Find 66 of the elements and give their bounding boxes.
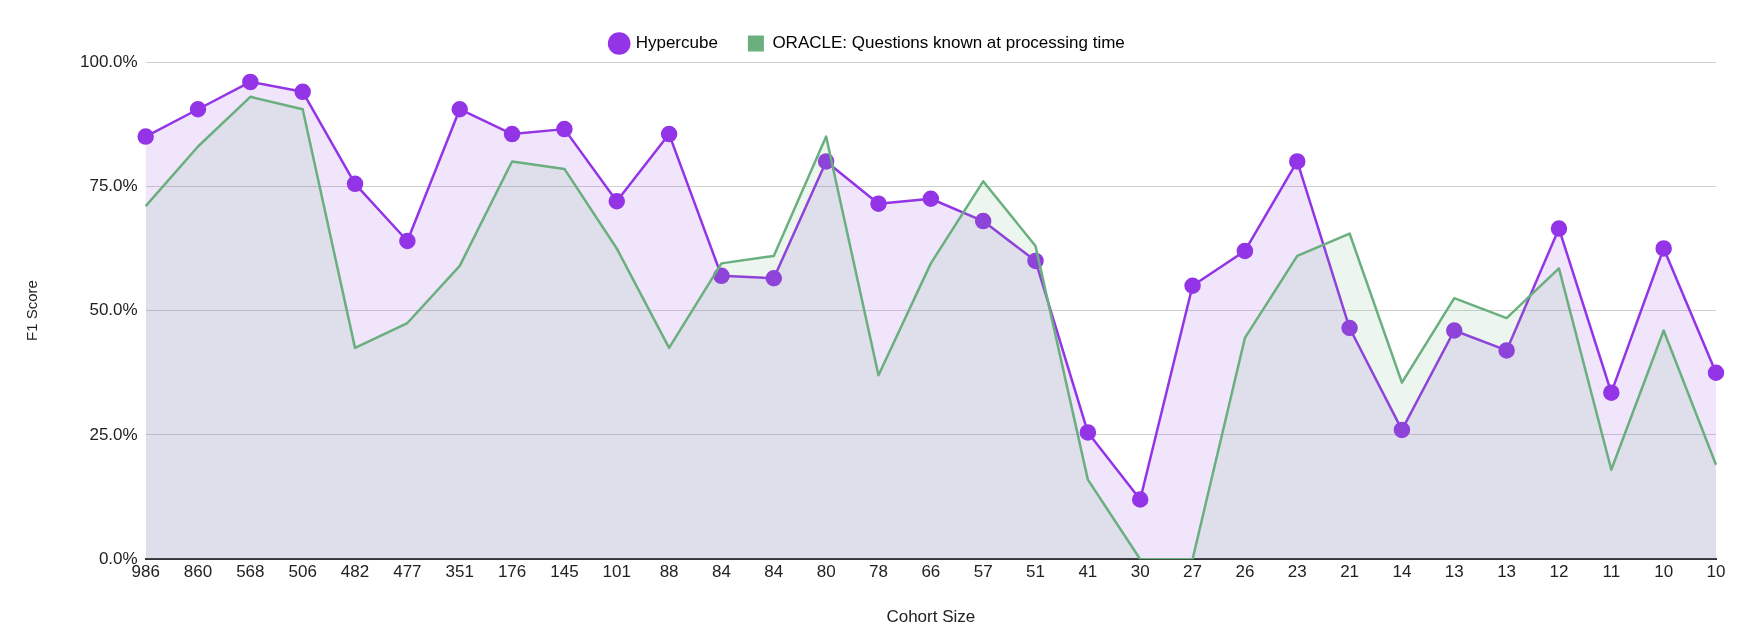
point xyxy=(1446,322,1463,339)
point xyxy=(1341,319,1358,337)
legend-label: Hypercube xyxy=(635,33,718,53)
x-tick-label: 506 xyxy=(288,562,317,582)
x-tick-label: 21 xyxy=(1340,562,1360,582)
y-tick-label: 25.0% xyxy=(89,424,138,444)
point xyxy=(189,100,207,118)
x-tick-label: 13 xyxy=(1497,562,1517,582)
point xyxy=(660,125,678,143)
x-tick-label: 27 xyxy=(1183,562,1203,582)
x-axis-title: Cohort Size xyxy=(886,607,976,627)
x-tick-label: 10 xyxy=(1706,562,1726,582)
point xyxy=(1603,384,1620,401)
x-tick-label: 10 xyxy=(1654,562,1674,582)
x-tick-label: 23 xyxy=(1287,562,1307,582)
x-tick-label: 80 xyxy=(816,562,836,582)
x-tick-label: 176 xyxy=(497,562,527,582)
point xyxy=(765,270,783,287)
x-tick-label: 26 xyxy=(1235,562,1255,582)
point xyxy=(1131,491,1149,508)
point xyxy=(503,125,521,143)
point xyxy=(1550,220,1568,237)
x-tick-label: 12 xyxy=(1549,562,1569,582)
point xyxy=(1498,342,1515,359)
y-axis-title: F1 Score xyxy=(23,280,41,342)
y-tick-label: 100.0% xyxy=(79,51,138,71)
x-tick-label: 57 xyxy=(973,562,993,582)
y-tick-label: 50.0% xyxy=(89,300,138,320)
point xyxy=(1393,421,1411,439)
point xyxy=(1707,364,1725,381)
x-tick-label: 11 xyxy=(1602,562,1621,582)
x-tick-label: 13 xyxy=(1444,562,1464,582)
point xyxy=(1184,277,1201,294)
point xyxy=(922,190,940,207)
x-tick-label: 66 xyxy=(921,562,941,582)
point xyxy=(974,212,992,230)
x-tick-label: 101 xyxy=(602,562,631,582)
point xyxy=(1655,240,1672,257)
x-tick-label: 51 xyxy=(1026,562,1045,582)
point xyxy=(870,195,887,212)
x-tick-label: 568 xyxy=(236,562,265,582)
x-tick-label: 477 xyxy=(393,562,422,582)
point xyxy=(1079,424,1097,441)
x-tick-label: 78 xyxy=(869,562,888,582)
point xyxy=(608,192,626,210)
x-tick-label: 860 xyxy=(183,562,213,582)
point xyxy=(399,232,416,250)
x-tick-label: 14 xyxy=(1392,562,1412,582)
x-tick-label: 41 xyxy=(1078,562,1098,582)
point xyxy=(346,175,364,193)
x-tick-label: 351 xyxy=(445,562,474,582)
x-tick-label: 482 xyxy=(340,562,370,582)
x-tick-label: 30 xyxy=(1130,562,1150,582)
point xyxy=(1288,153,1306,170)
y-tick-label: 75.0% xyxy=(89,175,138,195)
point xyxy=(242,73,259,91)
point xyxy=(556,120,573,138)
x-tick-label: 84 xyxy=(711,562,731,582)
point xyxy=(451,100,468,118)
x-tick-label: 88 xyxy=(659,562,679,582)
point xyxy=(137,128,154,145)
point xyxy=(1236,242,1254,260)
x-tick-label: 84 xyxy=(764,562,784,582)
legend-label: ORACLE: Questions known at processing time xyxy=(772,33,1125,53)
x-tick-label: 145 xyxy=(550,562,579,582)
point xyxy=(294,83,311,101)
